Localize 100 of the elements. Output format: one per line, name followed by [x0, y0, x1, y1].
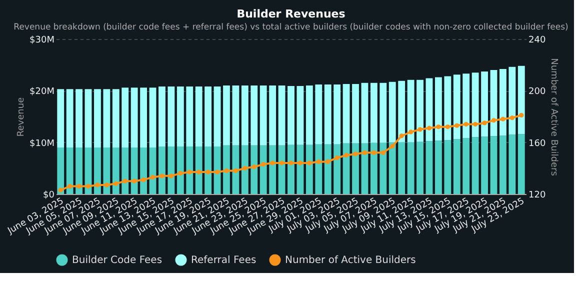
- y-tick-label: $20M: [30, 87, 54, 98]
- bar: [388, 142, 396, 194]
- y2-tick-label: 120: [528, 190, 546, 200]
- bar: [223, 86, 230, 146]
- bar: [176, 86, 184, 146]
- point: [445, 124, 450, 130]
- bar: [324, 84, 332, 144]
- bar: [223, 145, 230, 194]
- bar: [288, 86, 294, 145]
- point: [141, 177, 146, 182]
- bar: [140, 148, 148, 194]
- bar: [306, 144, 313, 194]
- point: [380, 150, 386, 156]
- point: [76, 184, 82, 189]
- point: [95, 182, 100, 188]
- legend-label: Number of Active Builders: [285, 255, 416, 266]
- bar: [278, 145, 286, 194]
- point: [334, 155, 340, 160]
- bar: [214, 86, 221, 146]
- bar: [398, 80, 406, 142]
- bar: [241, 86, 248, 146]
- bar: [388, 82, 396, 142]
- point: [519, 112, 524, 118]
- bar: [103, 148, 110, 194]
- bar: [204, 86, 212, 146]
- point: [353, 152, 358, 156]
- point: [233, 168, 238, 174]
- point: [67, 184, 72, 189]
- bar: [490, 70, 498, 136]
- y-tick-label: $0: [43, 190, 55, 200]
- point: [150, 174, 156, 180]
- bar: [342, 143, 350, 194]
- point: [270, 160, 275, 166]
- bar: [407, 80, 414, 142]
- point: [168, 174, 174, 178]
- bar: [66, 148, 74, 194]
- point: [454, 123, 460, 128]
- bar: [370, 82, 378, 143]
- y2-tick-label: 240: [528, 36, 546, 46]
- point: [178, 170, 183, 176]
- legend-label: Referral Fees: [191, 255, 256, 266]
- bar: [453, 74, 460, 140]
- bar: [434, 77, 442, 141]
- bar: [168, 146, 175, 194]
- bar: [186, 146, 194, 194]
- bar: [140, 88, 148, 148]
- bar: [380, 142, 387, 194]
- bar: [260, 86, 267, 146]
- point: [408, 130, 414, 134]
- bar: [508, 66, 516, 135]
- bar: [462, 74, 470, 138]
- point: [436, 124, 441, 130]
- bar: [508, 134, 516, 194]
- chart-subtitle: Revenue breakdown (builder code fees + referral fees) vs total active builders (builder codes with non-zero collected builder fees): [14, 22, 568, 32]
- bar: [158, 86, 166, 146]
- bar: [472, 72, 479, 138]
- y-axis-title: Revenue: [16, 96, 27, 137]
- bar: [214, 146, 221, 194]
- bar: [500, 68, 506, 136]
- bar: [130, 148, 138, 194]
- bar: [398, 142, 406, 194]
- bar: [416, 142, 424, 194]
- bar: [370, 142, 378, 194]
- bar: [186, 86, 194, 146]
- bar: [472, 137, 479, 194]
- bar: [334, 144, 341, 194]
- bar: [315, 84, 322, 144]
- bar: [195, 146, 202, 194]
- bar: [315, 144, 322, 194]
- bar: [380, 82, 387, 143]
- point: [316, 159, 321, 164]
- point: [86, 184, 91, 189]
- point: [307, 160, 312, 166]
- point: [196, 170, 202, 174]
- bar: [204, 146, 212, 194]
- point: [122, 178, 128, 184]
- point: [187, 170, 192, 174]
- bar: [481, 136, 488, 194]
- bar: [324, 144, 332, 194]
- bar: [500, 136, 506, 194]
- point: [132, 178, 137, 184]
- point: [298, 160, 303, 166]
- bar: [94, 148, 101, 194]
- bar: [296, 86, 304, 145]
- bar: [195, 86, 202, 146]
- bar: [112, 89, 120, 148]
- point: [344, 152, 349, 158]
- point: [482, 120, 487, 126]
- point: [390, 144, 395, 149]
- bar: [278, 86, 286, 146]
- point: [372, 150, 376, 156]
- point: [362, 150, 368, 156]
- bar: [76, 148, 82, 194]
- bar: [352, 143, 359, 194]
- bar: [407, 142, 414, 194]
- bar: [112, 148, 120, 194]
- bar: [84, 89, 92, 148]
- point: [114, 181, 118, 186]
- bar: [481, 72, 488, 137]
- point: [279, 160, 284, 166]
